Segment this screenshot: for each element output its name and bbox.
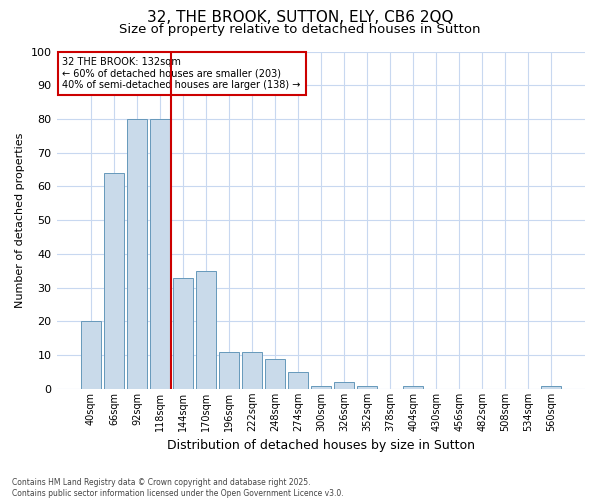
X-axis label: Distribution of detached houses by size in Sutton: Distribution of detached houses by size … <box>167 440 475 452</box>
Bar <box>196 271 216 389</box>
Bar <box>219 352 239 389</box>
Bar <box>104 173 124 389</box>
Bar <box>173 278 193 389</box>
Bar <box>242 352 262 389</box>
Text: 32, THE BROOK, SUTTON, ELY, CB6 2QQ: 32, THE BROOK, SUTTON, ELY, CB6 2QQ <box>147 10 453 25</box>
Bar <box>311 386 331 389</box>
Bar <box>81 322 101 389</box>
Bar <box>288 372 308 389</box>
Y-axis label: Number of detached properties: Number of detached properties <box>15 132 25 308</box>
Bar <box>541 386 561 389</box>
Text: Contains HM Land Registry data © Crown copyright and database right 2025.
Contai: Contains HM Land Registry data © Crown c… <box>12 478 344 498</box>
Text: 32 THE BROOK: 132sqm
← 60% of detached houses are smaller (203)
40% of semi-deta: 32 THE BROOK: 132sqm ← 60% of detached h… <box>62 56 301 90</box>
Bar <box>127 119 147 389</box>
Bar <box>265 358 285 389</box>
Text: Size of property relative to detached houses in Sutton: Size of property relative to detached ho… <box>119 22 481 36</box>
Bar <box>358 386 377 389</box>
Bar <box>150 119 170 389</box>
Bar <box>403 386 423 389</box>
Bar <box>334 382 354 389</box>
